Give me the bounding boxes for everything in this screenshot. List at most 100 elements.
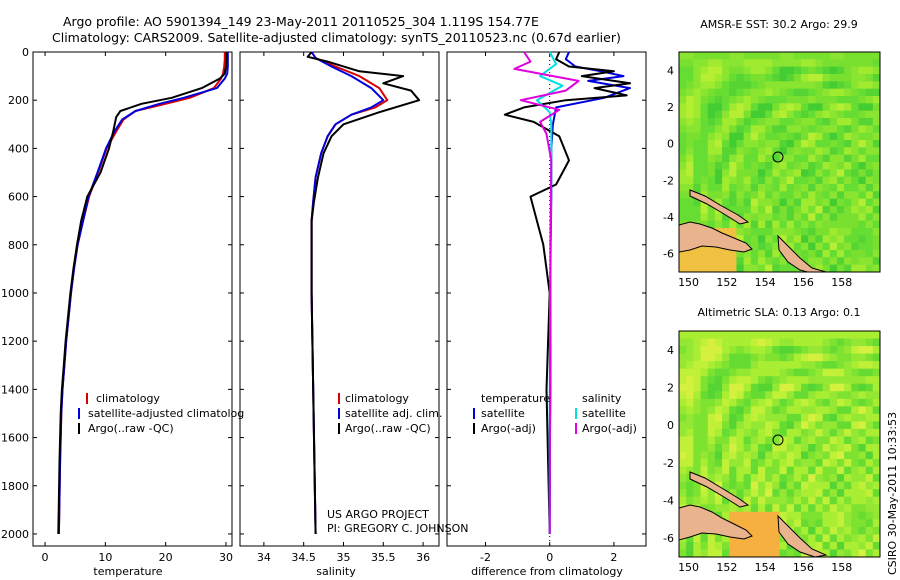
- map-cell: [858, 534, 867, 543]
- map-cell: [858, 428, 867, 438]
- series-line-argo-raw-qc-: [306, 51, 421, 535]
- map-cell: [851, 398, 860, 407]
- map-cell: [858, 383, 867, 392]
- map-cell: [750, 52, 759, 60]
- map-cell: [822, 125, 831, 134]
- map-cell: [700, 534, 709, 543]
- series-line-temperature-satellite: [548, 51, 631, 535]
- map-cell: [765, 481, 773, 490]
- map-cell: [851, 474, 860, 483]
- map-cell: [851, 511, 860, 520]
- map-cell: [722, 96, 730, 104]
- map-cell: [844, 436, 852, 445]
- map-cell: [736, 459, 745, 468]
- map-cell: [686, 436, 694, 445]
- map-cell: [686, 88, 694, 97]
- map-cell: [793, 413, 802, 422]
- map-cell: [851, 140, 860, 148]
- map-cell: [686, 125, 694, 134]
- map-cell: [844, 118, 852, 126]
- map-cell: [844, 96, 852, 104]
- map-cell: [757, 162, 766, 170]
- map-cell: [750, 110, 759, 119]
- map-cell: [779, 66, 788, 75]
- map-cell: [808, 451, 816, 460]
- map-cell: [822, 162, 831, 170]
- map-cell: [757, 466, 766, 475]
- map-cell: [865, 459, 874, 468]
- map-cell: [865, 191, 874, 200]
- map-cell: [772, 184, 781, 192]
- map-cell: [779, 81, 788, 90]
- map-cell: [757, 198, 766, 207]
- map-cell: [765, 191, 773, 200]
- map-cell: [808, 444, 816, 453]
- map-cell: [722, 74, 730, 82]
- map-cell: [801, 206, 809, 214]
- map-cell: [707, 413, 716, 422]
- map-cell: [707, 541, 716, 551]
- map-cell: [686, 110, 694, 119]
- map-cell: [808, 110, 816, 119]
- map-cell: [679, 257, 687, 266]
- map-cell: [808, 198, 816, 207]
- sst-map-coast: [679, 151, 827, 272]
- map-cell: [729, 428, 738, 438]
- map-cell: [722, 436, 730, 445]
- map-cell: [865, 481, 874, 490]
- map-cell: [836, 242, 845, 251]
- map-cell: [714, 132, 723, 141]
- map-cell: [851, 338, 860, 347]
- map-cell: [836, 421, 845, 430]
- map-cell: [844, 206, 852, 214]
- map-cell: [679, 444, 687, 453]
- map-cell: [822, 436, 831, 445]
- map-cell: [858, 228, 867, 236]
- map-cell: [858, 81, 867, 90]
- map-cell: [693, 110, 702, 119]
- map-cell: [693, 154, 702, 163]
- map-cell: [722, 169, 730, 178]
- map-cell: [872, 496, 880, 505]
- map-cell: [722, 444, 730, 453]
- map-y-tick-label: -4: [663, 495, 674, 508]
- map-cell: [700, 96, 709, 104]
- map-cell: [757, 383, 766, 392]
- map-cell: [822, 264, 831, 272]
- map-cell: [707, 81, 716, 90]
- map-cell: [808, 376, 816, 385]
- map-cell: [743, 474, 752, 483]
- map-cell: [757, 534, 766, 543]
- map-cell: [844, 444, 852, 453]
- map-cell: [822, 198, 831, 207]
- map-cell: [765, 526, 773, 535]
- map-cell: [851, 74, 860, 82]
- map-cell: [679, 154, 687, 163]
- y-tick-label: 800: [8, 239, 29, 252]
- map-cell: [872, 59, 880, 68]
- map-cell: [736, 66, 745, 75]
- map-cell: [757, 526, 766, 535]
- map-cell: [693, 162, 702, 170]
- map-cell: [765, 118, 773, 126]
- map-cell: [714, 257, 723, 266]
- map-cell: [729, 331, 738, 340]
- map-cell: [844, 228, 852, 236]
- map-cell: [786, 169, 795, 178]
- map-cell: [779, 428, 788, 438]
- map-cell: [822, 191, 831, 200]
- map-cell: [786, 444, 795, 453]
- map-cell: [829, 235, 838, 244]
- map-cell: [750, 213, 759, 222]
- map-cell: [729, 413, 738, 422]
- map-cell: [750, 162, 759, 170]
- map-cell: [679, 147, 687, 156]
- map-cell: [686, 52, 694, 60]
- map-cell: [765, 140, 773, 148]
- map-cell: [786, 391, 795, 400]
- map-cell: [736, 376, 745, 385]
- map-cell: [851, 52, 860, 60]
- csiro-stamp: CSIRO 30-May-2011 10:33:53: [886, 412, 899, 575]
- map-cell: [693, 184, 702, 192]
